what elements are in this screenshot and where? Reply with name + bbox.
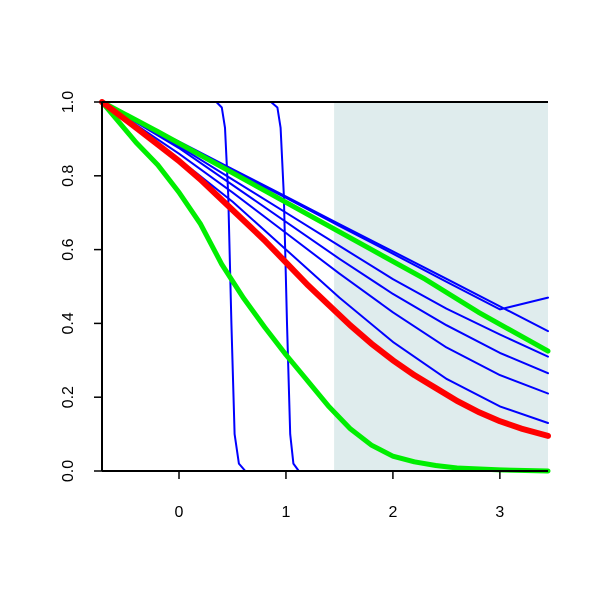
series-line-11 xyxy=(99,99,551,439)
series-line-7 xyxy=(101,101,549,395)
series-line-9 xyxy=(99,99,551,354)
y-tick-label: 1.0 xyxy=(60,91,77,113)
y-tick-label: 0.4 xyxy=(60,312,77,334)
x-tick-label: 3 xyxy=(495,504,504,521)
y-tick-label: 0.6 xyxy=(60,238,77,260)
y-tick-label: 0.0 xyxy=(60,460,77,482)
x-tick-label: 2 xyxy=(388,504,397,521)
series-layer xyxy=(99,99,551,474)
series-line-10 xyxy=(99,99,551,474)
x-tick-label: 0 xyxy=(175,504,184,521)
series-line-5 xyxy=(101,101,549,358)
y-tick-label: 0.8 xyxy=(60,165,77,187)
axes-layer: 0 1 2 3 0.0 0.2 0.4 0.6 0.8 1.0 xyxy=(60,91,548,521)
series-line-1 xyxy=(101,101,549,472)
y-tick-label: 0.2 xyxy=(60,386,77,408)
series-line-6 xyxy=(101,101,549,375)
x-tick-label: 1 xyxy=(282,504,291,521)
